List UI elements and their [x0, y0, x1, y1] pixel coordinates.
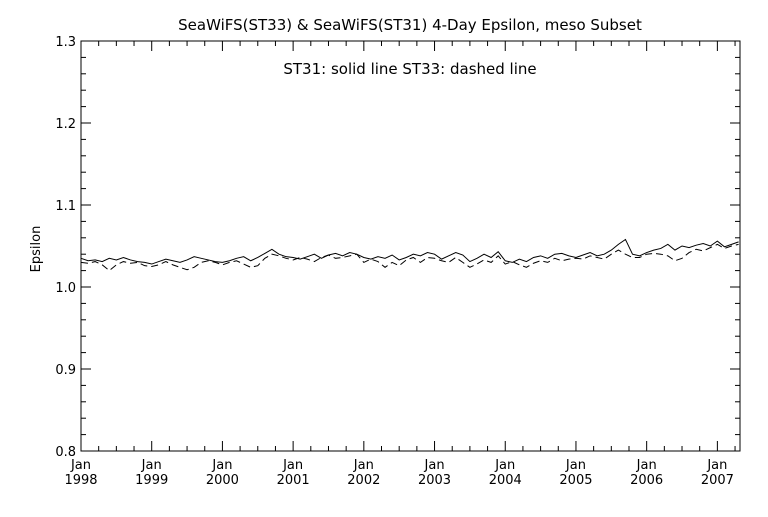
x-tick-month: Jan	[706, 458, 727, 473]
st33-dashed-line	[80, 243, 739, 272]
x-tick-month: Jan	[565, 458, 586, 473]
x-tick-month: Jan	[211, 458, 232, 473]
y-axis-ticks: 0.8 0.9 1.0 1.1 1.2 1.3	[55, 35, 740, 460]
x-tick-year: 2002	[347, 473, 380, 488]
series-layer	[80, 238, 739, 272]
x-tick-month: Jan	[70, 458, 91, 473]
y-tick-label: 1.3	[55, 35, 76, 50]
x-axis-ticks: Jan1998Jan1999Jan2000Jan2001Jan2002Jan20…	[64, 41, 736, 488]
y-tick-label: 1.2	[55, 117, 76, 132]
plot-frame	[80, 40, 741, 452]
y-axis-label: Epsilon	[29, 226, 44, 273]
x-tick-year: 2004	[489, 473, 522, 488]
x-tick-month: Jan	[424, 458, 445, 473]
y-tick-label: 0.9	[55, 363, 76, 378]
line-style-annotation: ST31: solid line ST33: dashed line	[283, 60, 536, 78]
x-tick-month: Jan	[353, 458, 374, 473]
x-tick-month: Jan	[282, 458, 303, 473]
x-tick-month: Jan	[636, 458, 657, 473]
st31-solid-line	[80, 238, 739, 265]
x-tick-month: Jan	[141, 458, 162, 473]
x-tick-year: 2001	[277, 473, 310, 488]
x-tick-month: Jan	[494, 458, 515, 473]
y-tick-label: 0.8	[55, 445, 76, 460]
x-tick-year: 1998	[64, 473, 97, 488]
x-tick-year: 1999	[135, 473, 168, 488]
x-tick-year: 2000	[206, 473, 239, 488]
chart-title: SeaWiFS(ST33) & SeaWiFS(ST31) 4-Day Epsi…	[178, 16, 642, 34]
x-tick-year: 2005	[559, 473, 592, 488]
x-tick-year: 2003	[418, 473, 451, 488]
y-tick-label: 1.1	[55, 199, 76, 214]
x-tick-year: 2006	[630, 473, 663, 488]
y-tick-label: 1.0	[55, 281, 76, 296]
x-tick-year: 2007	[701, 473, 734, 488]
